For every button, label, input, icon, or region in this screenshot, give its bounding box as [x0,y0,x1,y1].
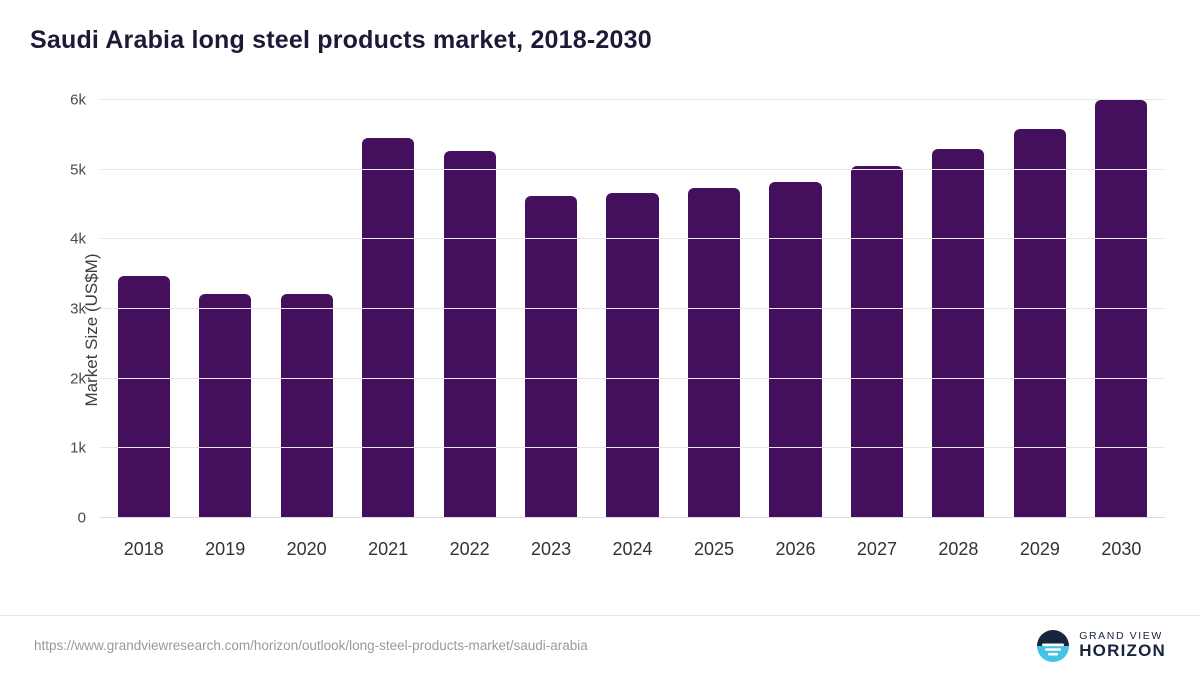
bar-slot-2027 [836,100,917,518]
footer: https://www.grandviewresearch.com/horizo… [0,615,1200,675]
y-tick-label-4k: 4k [70,230,86,248]
bar-slot-2023 [510,100,591,518]
bar-2028[interactable] [932,149,985,518]
grand-view-horizon-logo[interactable]: GRAND VIEW HORIZON [1036,629,1166,663]
logo-text-horizon: HORIZON [1079,641,1166,661]
bar-2030[interactable] [1095,100,1148,518]
bar-slot-2024 [592,100,673,518]
x-axis-labels: 2018 2019 2020 2021 2022 2023 2024 2025 2026 2027… [100,530,1165,560]
bar-2019[interactable] [199,293,252,518]
bar-slot-2019 [184,100,265,518]
x-tick-label-2024: 2024 [612,539,653,559]
gridline-1k [100,447,1165,449]
x-tick-label-2028: 2028 [938,539,979,559]
x-tick-label-2020: 2020 [286,539,327,559]
bar-2027[interactable] [850,166,904,518]
chart-title: Saudi Arabia long steel products market,… [30,26,652,54]
plot-area: 0 1k 2k 3k 4k 5k 6k [70,92,1165,527]
bar-slot-2029 [999,100,1080,518]
bars-container [100,100,1165,518]
y-tick-label-5k: 5k [70,161,86,179]
bar-slot-2028 [918,100,999,518]
gridline-3k [100,308,1165,309]
bar-2020[interactable] [280,293,333,518]
x-tick-label-2022: 2022 [449,539,490,559]
source-url: https://www.grandviewresearch.com/horizo… [34,638,588,653]
y-tick-label-6k: 6k [70,91,86,109]
bar-slot-2030 [1081,100,1162,518]
x-tick-label-2029: 2029 [1019,539,1060,559]
bar-chart: Market Size (US$M) 0 1k 2k 3k 4k 5k 6k 2018 201… [30,92,1165,560]
x-tick-label-2023: 2023 [531,539,572,559]
gridline-0 [100,517,1165,518]
bar-slot-2018 [103,100,184,518]
bar-2025[interactable] [687,188,741,518]
y-tick-label-0: 0 [77,509,86,527]
x-tick-label-2019: 2019 [205,539,246,559]
bar-2024[interactable] [606,193,659,518]
x-tick-label-2026: 2026 [775,539,816,559]
bar-slot-2021 [347,100,428,518]
bar-2018[interactable] [117,276,170,518]
bar-slot-2020 [266,100,347,518]
y-tick-label-2k: 2k [70,370,86,388]
x-tick-label-2027: 2027 [856,539,897,559]
bar-slot-2026 [755,100,836,518]
gridline-2k [100,377,1165,379]
x-tick-label-2025: 2025 [693,539,735,559]
gridline-6k [100,99,1165,100]
logo-text-grand-view: GRAND VIEW [1079,630,1163,643]
bar-2026[interactable] [769,182,822,518]
x-tick-label-2021: 2021 [368,539,409,559]
gridline-4k [100,238,1165,240]
x-tick-label-2030: 2030 [1101,539,1142,559]
y-axis-title: Market Size (US$M) [82,253,101,407]
horizon-sun-icon [1037,629,1070,662]
bar-2029[interactable] [1013,129,1066,518]
bar-2022[interactable] [443,150,496,518]
bar-slot-2025 [673,100,754,518]
y-tick-label-1k: 1k [70,439,86,457]
bar-2021[interactable] [362,138,415,518]
bar-slot-2022 [429,100,510,518]
logo-wordmark: GRAND VIEW HORIZON [1079,631,1166,660]
gridline-5k [100,168,1165,170]
y-tick-label-3k: 3k [70,300,86,318]
x-tick-label-2018: 2018 [123,539,164,559]
bar-2023[interactable] [525,196,578,518]
